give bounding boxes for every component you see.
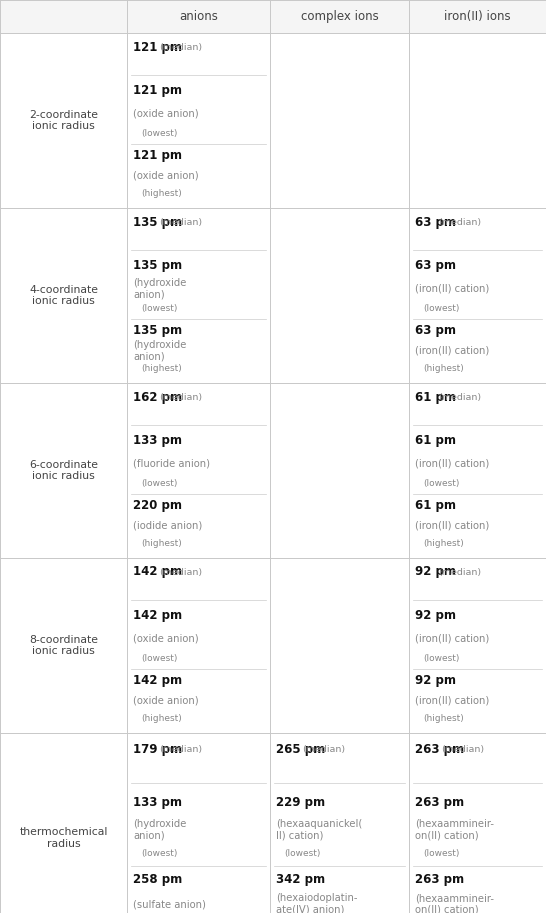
Text: 92 pm: 92 pm (415, 609, 456, 623)
Text: (sulfate anion): (sulfate anion) (133, 899, 206, 909)
Text: 162 pm: 162 pm (133, 391, 182, 404)
Text: (highest): (highest) (141, 189, 182, 197)
Text: 265 pm: 265 pm (276, 743, 325, 756)
Text: iron(II) ions: iron(II) ions (444, 10, 511, 23)
Text: (iron(II) cation): (iron(II) cation) (415, 520, 489, 530)
Text: (hexaammineir-
on(II) cation): (hexaammineir- on(II) cation) (415, 819, 494, 840)
Text: (median): (median) (438, 568, 481, 576)
Text: 61 pm: 61 pm (415, 391, 456, 404)
Text: 121 pm: 121 pm (133, 149, 182, 162)
Text: 121 pm: 121 pm (133, 84, 182, 98)
Text: (oxide anion): (oxide anion) (133, 634, 199, 644)
Text: 135 pm: 135 pm (133, 259, 182, 272)
Text: 133 pm: 133 pm (133, 435, 182, 447)
Text: (lowest): (lowest) (423, 304, 459, 313)
Text: (lowest): (lowest) (141, 654, 177, 663)
Text: (median): (median) (442, 745, 485, 754)
Text: (highest): (highest) (141, 363, 182, 373)
Text: (oxide anion): (oxide anion) (133, 171, 199, 181)
Text: (iodide anion): (iodide anion) (133, 520, 202, 530)
Text: 142 pm: 142 pm (133, 565, 182, 579)
Text: (median): (median) (159, 745, 203, 754)
Text: (iron(II) cation): (iron(II) cation) (415, 346, 489, 356)
Text: 342 pm: 342 pm (276, 874, 325, 887)
Text: (iron(II) cation): (iron(II) cation) (415, 696, 489, 706)
Text: (hydroxide
anion): (hydroxide anion) (133, 278, 186, 299)
Text: (lowest): (lowest) (284, 849, 321, 858)
Text: (hydroxide
anion): (hydroxide anion) (133, 340, 186, 362)
Text: (highest): (highest) (423, 714, 464, 722)
Text: 179 pm: 179 pm (133, 743, 182, 756)
Text: (oxide anion): (oxide anion) (133, 696, 199, 706)
Text: (highest): (highest) (423, 363, 464, 373)
Text: (highest): (highest) (141, 539, 182, 548)
Text: (median): (median) (159, 568, 203, 576)
Text: 61 pm: 61 pm (415, 499, 456, 512)
Text: (median): (median) (438, 217, 481, 226)
Text: 229 pm: 229 pm (276, 796, 325, 809)
Text: 142 pm: 142 pm (133, 609, 182, 623)
Text: complex ions: complex ions (301, 10, 378, 23)
Text: (lowest): (lowest) (141, 304, 177, 313)
Text: (iron(II) cation): (iron(II) cation) (415, 458, 489, 468)
Text: (hydroxide
anion): (hydroxide anion) (133, 819, 186, 840)
Text: 135 pm: 135 pm (133, 215, 182, 228)
Text: thermochemical
radius: thermochemical radius (19, 827, 108, 849)
Bar (0, 0, 546, 33)
Text: 2-coordinate
ionic radius: 2-coordinate ionic radius (29, 110, 98, 131)
Text: (lowest): (lowest) (423, 849, 459, 858)
Text: 63 pm: 63 pm (415, 259, 456, 272)
Text: 8-coordinate
ionic radius: 8-coordinate ionic radius (29, 635, 98, 656)
Text: (lowest): (lowest) (423, 479, 459, 488)
Text: 258 pm: 258 pm (133, 874, 182, 887)
Text: 63 pm: 63 pm (415, 215, 456, 228)
Text: (highest): (highest) (423, 539, 464, 548)
Text: (fluoride anion): (fluoride anion) (133, 458, 210, 468)
Text: (median): (median) (438, 393, 481, 402)
Text: (lowest): (lowest) (141, 129, 177, 138)
Text: (iron(II) cation): (iron(II) cation) (415, 634, 489, 644)
Text: 63 pm: 63 pm (415, 324, 456, 337)
Text: 135 pm: 135 pm (133, 324, 182, 337)
Text: (hexaiodoplatin-
ate(IV) anion): (hexaiodoplatin- ate(IV) anion) (276, 893, 358, 913)
Text: 142 pm: 142 pm (133, 674, 182, 687)
Text: (iron(II) cation): (iron(II) cation) (415, 284, 489, 293)
Text: 92 pm: 92 pm (415, 674, 456, 687)
Text: (hexaammineir-
on(II) cation): (hexaammineir- on(II) cation) (415, 893, 494, 913)
Text: 263 pm: 263 pm (415, 743, 464, 756)
Text: 263 pm: 263 pm (415, 796, 464, 809)
Text: (hexaaquanickel(
II) cation): (hexaaquanickel( II) cation) (276, 819, 362, 840)
Text: 133 pm: 133 pm (133, 796, 182, 809)
Text: (oxide anion): (oxide anion) (133, 109, 199, 119)
Text: 4-coordinate
ionic radius: 4-coordinate ionic radius (29, 285, 98, 306)
Text: 220 pm: 220 pm (133, 499, 182, 512)
Text: 121 pm: 121 pm (133, 40, 182, 54)
Text: anions: anions (179, 10, 218, 23)
Text: 6-coordinate
ionic radius: 6-coordinate ionic radius (29, 460, 98, 481)
Text: (lowest): (lowest) (423, 654, 459, 663)
Text: (lowest): (lowest) (141, 479, 177, 488)
Text: 61 pm: 61 pm (415, 435, 456, 447)
Text: (median): (median) (159, 43, 203, 51)
Text: (highest): (highest) (141, 714, 182, 722)
Text: (lowest): (lowest) (141, 849, 177, 858)
Text: 92 pm: 92 pm (415, 565, 456, 579)
Text: (median): (median) (159, 393, 203, 402)
Text: (median): (median) (302, 745, 346, 754)
Text: 263 pm: 263 pm (415, 874, 464, 887)
Text: (median): (median) (159, 217, 203, 226)
